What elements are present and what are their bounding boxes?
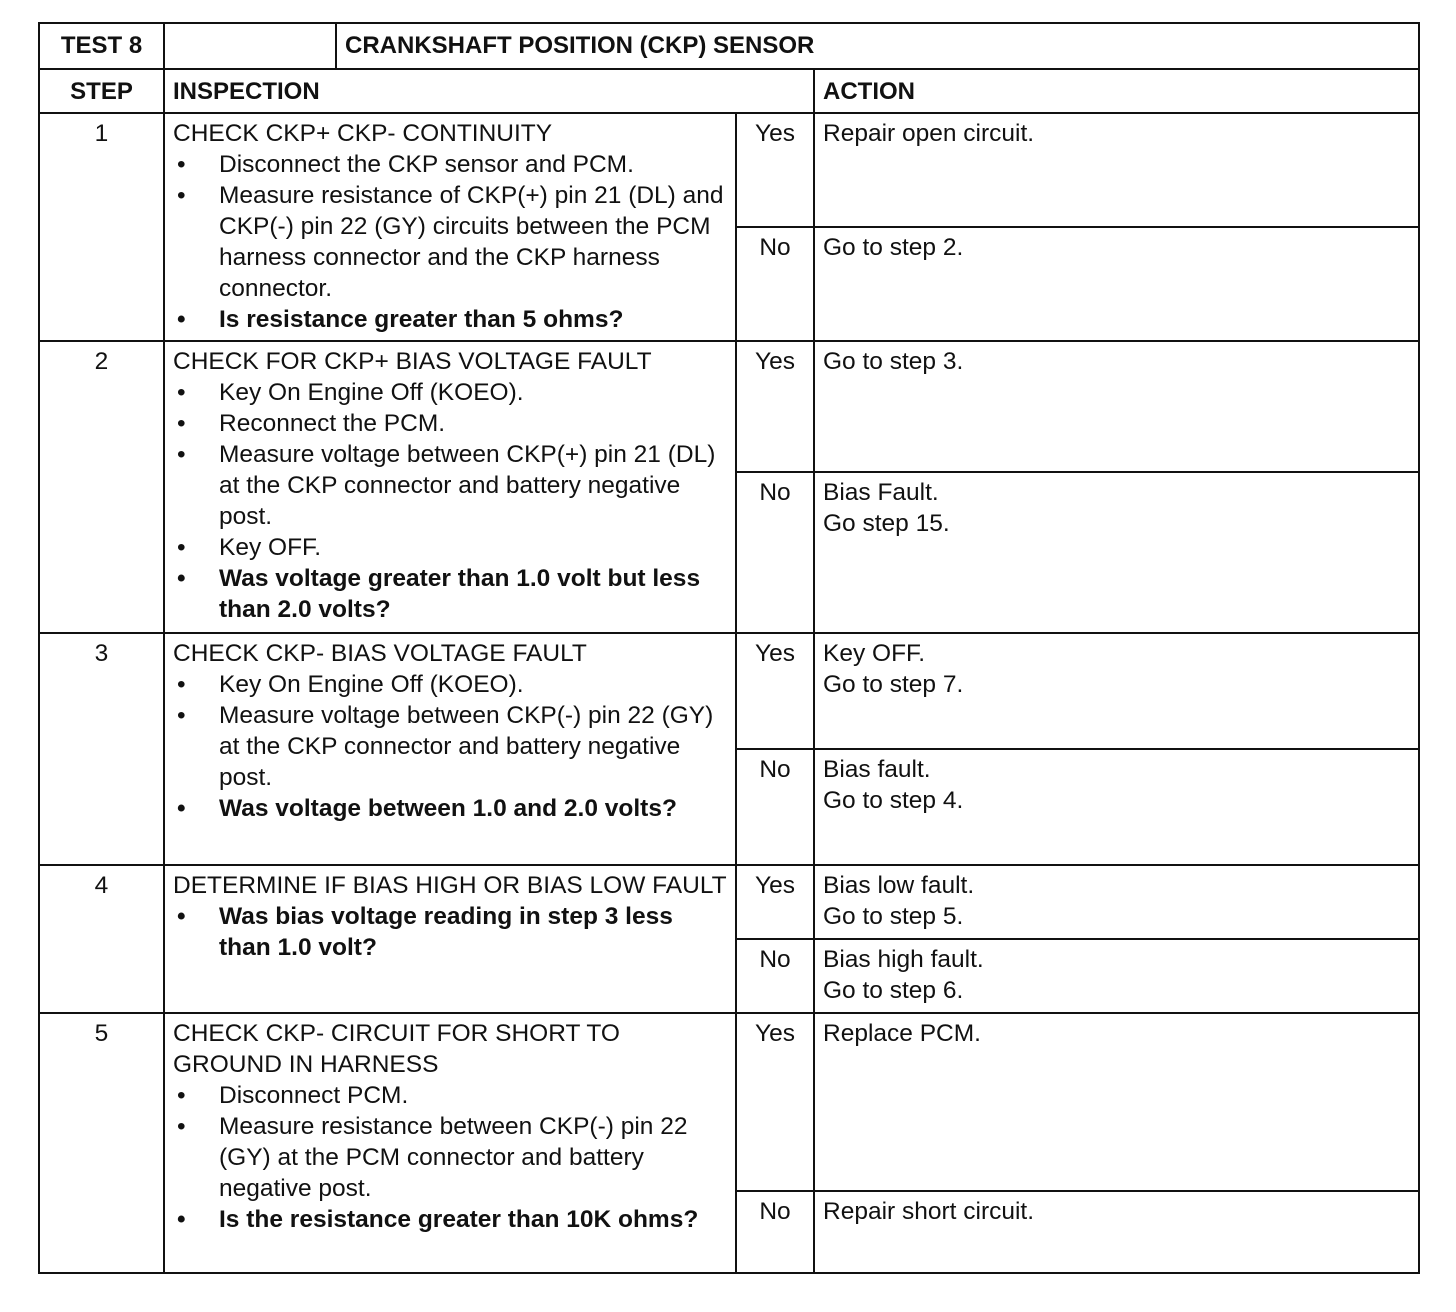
no-label: No (735, 471, 815, 634)
yes-action: Repair open circuit. (812, 112, 1421, 228)
inspection-list: Disconnect PCM.Measure resistance betwee… (173, 1080, 727, 1235)
step-row-no: No Go to step 2. (39, 226, 1421, 342)
test-title-cell: CRANKSHAFT POSITION (CKP) SENSOR (162, 22, 1421, 70)
inspection-title: CHECK CKP+ CKP- CONTINUITY (173, 120, 553, 147)
yes-action-line: Repair open circuit. (823, 120, 1035, 147)
step-row: 2 CHECK FOR CKP+ BIAS VOLTAGE FAULTKey O… (38, 340, 1421, 634)
test-title: CRANKSHAFT POSITION (CKP) SENSOR (345, 32, 815, 59)
test-number: TEST 8 (38, 22, 164, 70)
inspection-bullet: Was bias voltage reading in step 3 less … (173, 901, 727, 963)
inspection-bullet: Was voltage greater than 1.0 volt but le… (173, 563, 727, 625)
step-number: 5 (38, 1012, 165, 1274)
inspection-bullet: Disconnect the CKP sensor and PCM. (173, 149, 727, 180)
inspection-bullet: Was voltage between 1.0 and 2.0 volts? (173, 793, 727, 824)
inspection-bullet: Key On Engine Off (KOEO). (173, 669, 727, 700)
step-row-no: No Bias Fault. Go step 15. (39, 471, 1421, 634)
step-row: 4 DETERMINE IF BIAS HIGH OR BIAS LOW FAU… (38, 864, 1421, 1014)
step-row-no: No Bias high fault. Go to step 6. (39, 938, 1421, 1014)
yes-label: Yes (735, 340, 815, 473)
step-row-no: No Bias fault. Go to step 4. (39, 748, 1421, 866)
step-number: 1 (38, 112, 165, 342)
inspection-bullet: Key On Engine Off (KOEO). (173, 377, 727, 408)
yes-action-line: Go to step 3. (823, 348, 964, 375)
inspection-list: Disconnect the CKP sensor and PCM.Measur… (173, 149, 727, 335)
inspection-header: INSPECTION (163, 68, 815, 114)
no-action-line: Go to step 4. (823, 787, 964, 814)
inspection-bullet: Measure voltage between CKP(+) pin 21 (D… (173, 439, 727, 532)
inspection-bullet: Reconnect the PCM. (173, 408, 727, 439)
yes-label: Yes (735, 864, 815, 940)
inspection-cell: CHECK CKP+ CKP- CONTINUITYDisconnect the… (163, 112, 737, 342)
inspection-bullet: Is the resistance greater than 10K ohms? (173, 1204, 727, 1235)
no-action-line: Repair short circuit. (823, 1198, 1035, 1225)
yes-action: Go to step 3. (812, 340, 1421, 473)
yes-action-line: Key OFF. (823, 640, 926, 667)
yes-label: Yes (735, 112, 815, 228)
yes-action: Bias low fault. Go to step 5. (812, 864, 1421, 940)
yes-label: Yes (735, 1012, 815, 1192)
step-row-no: No Repair short circuit. (39, 1190, 1421, 1274)
step-number: 3 (38, 632, 165, 866)
yes-action-line: Go to step 7. (823, 671, 964, 698)
no-action: Bias fault. Go to step 4. (812, 748, 1421, 866)
inspection-bullet: Measure resistance of CKP(+) pin 21 (DL)… (173, 180, 727, 304)
yes-label: Yes (735, 632, 815, 750)
no-label: No (735, 938, 815, 1014)
inspection-bullet: Disconnect PCM. (173, 1080, 727, 1111)
no-action-line: Go to step 6. (823, 977, 964, 1004)
inspection-cell: CHECK CKP- CIRCUIT FOR SHORT TO GROUND I… (163, 1012, 737, 1274)
no-label: No (735, 226, 815, 342)
yes-action: Replace PCM. (812, 1012, 1421, 1192)
no-action: Bias high fault. Go to step 6. (812, 938, 1421, 1014)
no-action-line: Go to step 2. (823, 234, 964, 261)
inspection-bullet: Measure voltage between CKP(-) pin 22 (G… (173, 700, 727, 793)
yes-action-line: Replace PCM. (823, 1020, 981, 1047)
yes-action-line: Go to step 5. (823, 903, 964, 930)
yes-action-line: Bias low fault. (823, 872, 975, 899)
inspection-bullet: Key OFF. (173, 532, 727, 563)
no-action: Go to step 2. (812, 226, 1421, 342)
ckp-test-table: TEST 8 CRANKSHAFT POSITION (CKP) SENSOR … (38, 22, 1421, 1274)
yes-action: Key OFF. Go to step 7. (812, 632, 1421, 750)
step-row: 3 CHECK CKP- BIAS VOLTAGE FAULTKey On En… (38, 632, 1421, 866)
inspection-title: CHECK CKP- CIRCUIT FOR SHORT TO GROUND I… (173, 1020, 620, 1078)
inspection-title: DETERMINE IF BIAS HIGH OR BIAS LOW FAULT (173, 872, 727, 899)
no-action: Bias Fault. Go step 15. (812, 471, 1421, 634)
inspection-cell: DETERMINE IF BIAS HIGH OR BIAS LOW FAULT… (163, 864, 737, 1014)
inspection-cell: CHECK CKP- BIAS VOLTAGE FAULTKey On Engi… (163, 632, 737, 866)
inspection-title: CHECK CKP- BIAS VOLTAGE FAULT (173, 640, 587, 667)
step-header: STEP (38, 68, 165, 114)
inspection-list: Key On Engine Off (KOEO).Reconnect the P… (173, 377, 727, 625)
inspection-cell: CHECK FOR CKP+ BIAS VOLTAGE FAULTKey On … (163, 340, 737, 634)
inspection-bullet: Is resistance greater than 5 ohms? (173, 304, 727, 335)
no-label: No (735, 748, 815, 866)
no-action-line: Bias Fault. (823, 479, 939, 506)
no-action: Repair short circuit. (812, 1190, 1421, 1274)
step-row: 1 CHECK CKP+ CKP- CONTINUITYDisconnect t… (38, 112, 1421, 342)
step-row: 5 CHECK CKP- CIRCUIT FOR SHORT TO GROUND… (38, 1012, 1421, 1274)
step-number: 4 (38, 864, 165, 1014)
no-action-line: Bias fault. (823, 756, 931, 783)
no-action-line: Go step 15. (823, 510, 950, 537)
inspection-bullet: Measure resistance between CKP(-) pin 22… (173, 1111, 727, 1204)
action-header: ACTION (812, 68, 1421, 114)
step-number: 2 (38, 340, 165, 634)
no-label: No (735, 1190, 815, 1274)
inspection-list: Was bias voltage reading in step 3 less … (173, 901, 727, 963)
inspection-title: CHECK FOR CKP+ BIAS VOLTAGE FAULT (173, 348, 652, 375)
no-action-line: Bias high fault. (823, 946, 984, 973)
inspection-list: Key On Engine Off (KOEO).Measure voltage… (173, 669, 727, 824)
